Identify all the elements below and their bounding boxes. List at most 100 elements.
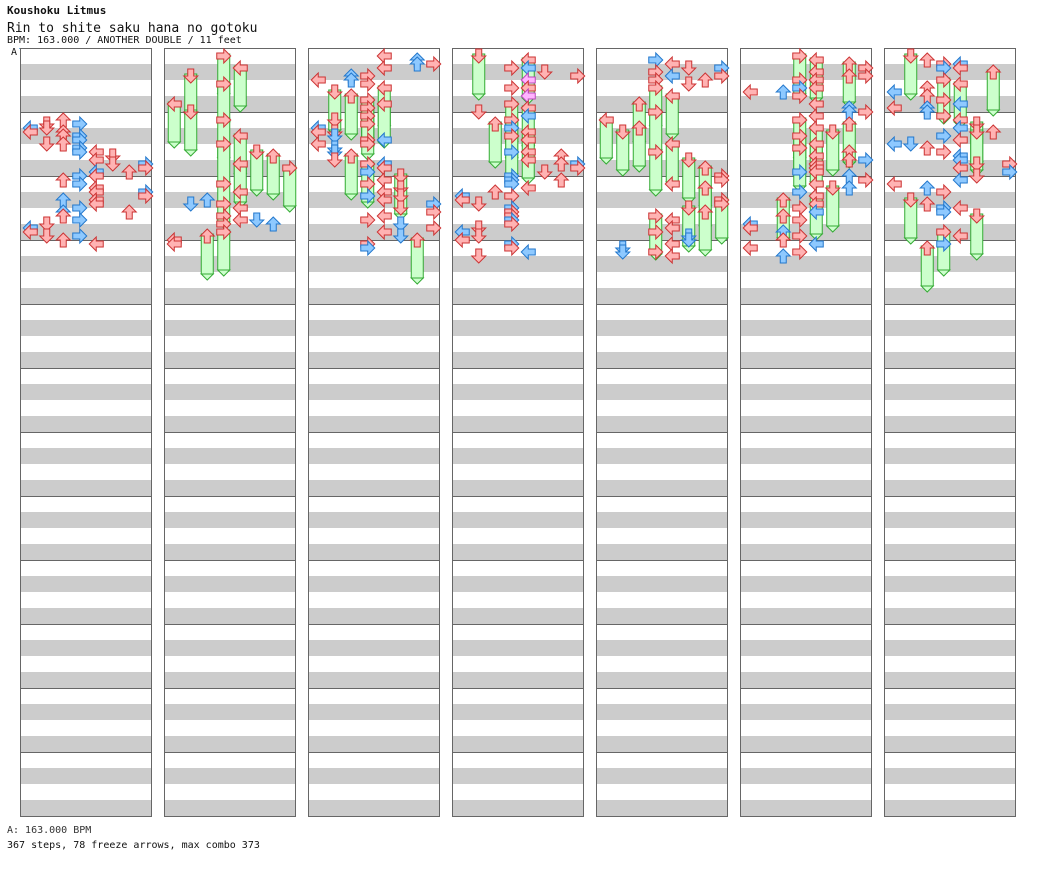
beat-stripe — [308, 480, 440, 496]
arrow-down-icon — [470, 196, 487, 212]
freeze-head-right-icon — [216, 75, 232, 93]
arrow-down-icon — [392, 200, 409, 216]
arrow-right-icon — [504, 59, 520, 77]
measure-border — [452, 752, 584, 817]
arrow-right-icon — [714, 195, 730, 213]
freeze-head-up-icon — [199, 228, 216, 244]
beat-stripe — [20, 224, 152, 240]
arrow-down-icon — [680, 76, 697, 92]
beat-stripe — [740, 352, 872, 368]
freeze-head-down-icon — [392, 168, 409, 184]
freeze-head-down-icon — [182, 104, 199, 120]
freeze-head-up-icon — [697, 204, 714, 220]
beat-stripe — [164, 640, 296, 656]
arrow-down-icon — [680, 60, 697, 76]
freeze-head-down-icon — [248, 144, 265, 160]
measure-border — [596, 752, 728, 817]
beat-stripe — [596, 512, 728, 528]
arrow-down-icon — [968, 168, 985, 184]
arrow-up-icon — [775, 232, 792, 248]
freeze-head-right-icon — [216, 175, 232, 193]
beat-stripe — [20, 544, 152, 560]
freeze-head-left-icon — [166, 95, 182, 113]
arrow-left-icon — [808, 235, 824, 253]
beat-stripe — [20, 64, 152, 80]
freeze-head-right-icon — [216, 223, 232, 241]
freeze-head-left-icon — [664, 135, 680, 153]
beat-stripe — [164, 672, 296, 688]
arrow-down-icon — [248, 212, 265, 228]
freeze-head-up-icon — [697, 160, 714, 176]
beat-stripe — [452, 416, 584, 432]
arrow-up-icon — [775, 248, 792, 264]
beat-stripe — [596, 672, 728, 688]
arrow-left-icon — [22, 123, 38, 141]
freeze-head-left-icon — [598, 111, 614, 129]
beat-stripe — [164, 416, 296, 432]
beat-stripe — [308, 544, 440, 560]
arrow-right-icon — [936, 107, 952, 125]
arrow-down-icon — [38, 228, 55, 244]
freeze-head-up-icon — [631, 96, 648, 112]
beat-stripe — [596, 640, 728, 656]
freeze-head-up-icon — [487, 116, 504, 132]
beat-stripe — [164, 800, 296, 816]
bpm-legend: A: 163.000 BPM — [7, 825, 92, 836]
beat-stripe — [596, 384, 728, 400]
arrow-up-icon — [55, 232, 72, 248]
beat-stripe — [20, 320, 152, 336]
freeze-tail — [410, 277, 425, 285]
beat-stripe — [884, 800, 1016, 816]
beat-stripe — [452, 352, 584, 368]
arrow-down-icon — [680, 232, 697, 248]
beat-stripe — [740, 96, 872, 112]
arrow-right-icon — [936, 203, 952, 221]
beat-stripe — [164, 448, 296, 464]
arrow-right-icon — [936, 183, 952, 201]
beat-stripe — [452, 448, 584, 464]
freeze-head-right-icon — [282, 159, 298, 177]
beat-stripe — [740, 256, 872, 272]
beat-stripe — [740, 736, 872, 752]
arrow-right-icon — [426, 219, 442, 237]
beat-stripe — [20, 608, 152, 624]
beat-stripe — [308, 320, 440, 336]
arrow-left-icon — [232, 183, 248, 201]
freeze-tail — [648, 189, 663, 197]
arrow-left-icon — [376, 59, 392, 77]
arrow-right-icon — [360, 75, 376, 93]
arrow-up-icon — [55, 136, 72, 152]
beat-stripe — [20, 448, 152, 464]
beat-stripe — [452, 288, 584, 304]
beat-stripe — [884, 480, 1016, 496]
arrow-right-icon — [936, 91, 952, 109]
arrow-down-icon — [536, 164, 553, 180]
beat-stripe — [164, 576, 296, 592]
arrow-right-icon — [714, 171, 730, 189]
arrow-right-icon — [138, 187, 154, 205]
freeze-tail — [969, 253, 984, 261]
freeze-head-left-icon — [808, 119, 824, 137]
beat-stripe — [308, 64, 440, 80]
measure-border — [740, 752, 872, 817]
arrow-down-icon — [536, 64, 553, 80]
beat-stripe — [596, 608, 728, 624]
arrow-left-icon — [952, 171, 968, 189]
beat-stripe — [308, 672, 440, 688]
beat-stripe — [596, 480, 728, 496]
arrow-left-icon — [454, 231, 470, 249]
arrow-left-icon — [88, 195, 104, 213]
beat-stripe — [596, 448, 728, 464]
freeze-head-right-icon — [936, 71, 952, 89]
beat-stripe — [452, 640, 584, 656]
beat-stripe — [308, 352, 440, 368]
freeze-head-down-icon — [614, 124, 631, 140]
beat-stripe — [452, 224, 584, 240]
beat-stripe — [740, 576, 872, 592]
arrow-left-icon — [664, 219, 680, 237]
arrow-right-icon — [792, 243, 808, 261]
beat-stripe — [164, 608, 296, 624]
arrow-up-icon — [199, 192, 216, 208]
freeze-head-down-icon — [182, 68, 199, 84]
beat-stripe — [884, 672, 1016, 688]
